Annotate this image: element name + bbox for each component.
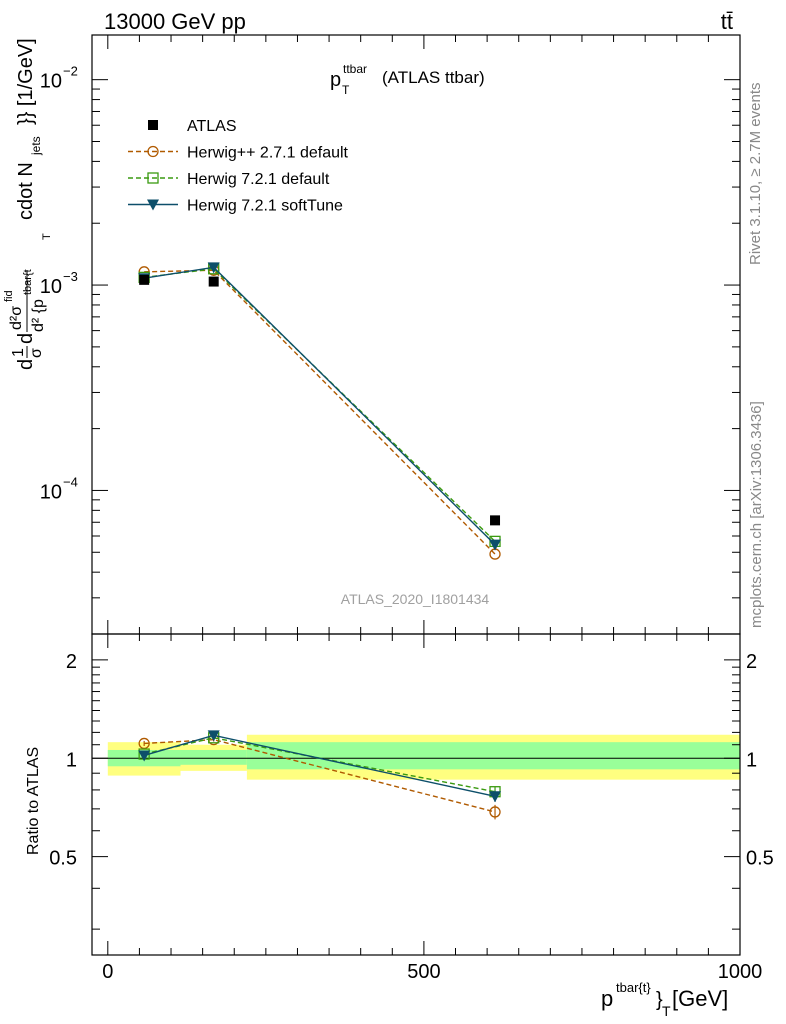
ratio-point-herwig-7-2-1-softtune bbox=[489, 791, 502, 803]
x-tick-label: 0 bbox=[102, 961, 113, 983]
plot-title: p ttbar T (ATLAS ttbar) bbox=[330, 62, 485, 97]
main-point-atlas bbox=[490, 515, 501, 526]
y-tick-label-main-exp: −2 bbox=[63, 64, 78, 79]
title-sub: T bbox=[342, 83, 350, 97]
ratio-point-herwig-7-2-1-softtune bbox=[207, 730, 220, 742]
svg-text:fid: fid bbox=[3, 290, 15, 302]
ratio-series bbox=[138, 730, 502, 820]
y-tick-label-main: 10 bbox=[40, 276, 62, 298]
axis-ticks bbox=[92, 35, 741, 955]
svg-text:T: T bbox=[662, 1003, 671, 1019]
svg-text:jets: jets bbox=[29, 136, 43, 156]
mcplots-label: mcplots.cern.ch [arXiv:1306.3436] bbox=[748, 401, 765, 628]
process-label: tt̄ bbox=[721, 9, 733, 34]
main-point-atlas bbox=[208, 276, 219, 287]
ratio-point-herwig-7-2-1-softtune bbox=[138, 750, 151, 762]
svg-text:d²σ: d²σ bbox=[8, 306, 25, 330]
legend: ATLAS Herwig++ 2.7.1 default Herwig 7.2.1 … bbox=[128, 118, 349, 215]
band-green-2 bbox=[246, 742, 740, 770]
main-point-atlas bbox=[139, 274, 150, 285]
svg-text:T: T bbox=[41, 233, 53, 240]
svg-text:tbar{t}: tbar{t} bbox=[616, 980, 651, 995]
y-tick-label-ratio-left: 2 bbox=[66, 651, 77, 673]
y-tick-label-main: 10 bbox=[40, 71, 62, 93]
svg-text:σ: σ bbox=[28, 348, 45, 358]
legend-marker bbox=[147, 199, 159, 211]
main-series bbox=[138, 262, 502, 560]
legend-marker bbox=[148, 120, 158, 130]
main-line-herwig-7-2-1-default bbox=[144, 268, 496, 542]
svg-text:d² {p: d² {p bbox=[30, 299, 47, 332]
main-y-axis-label: d 1 σ d d²σ fid d² {p tbar{t T cdot N je… bbox=[3, 38, 53, 370]
svg-text:[GeV]: [GeV] bbox=[672, 986, 728, 1011]
y-tick-label-ratio-right: 0.5 bbox=[746, 848, 774, 870]
analysis-watermark: ATLAS_2020_I1801434 bbox=[341, 591, 490, 607]
legend-label: Herwig 7.2.1 default bbox=[187, 171, 330, 188]
svg-text:d: d bbox=[15, 359, 37, 370]
rivet-label: Rivet 3.1.10, ≥ 2.7M events bbox=[747, 83, 764, 266]
title-sup: ttbar bbox=[343, 62, 367, 76]
ratio-uncertainty-bands bbox=[107, 734, 740, 780]
y-tick-label-ratio-left: 1 bbox=[66, 749, 77, 771]
y-tick-label-main-exp: −3 bbox=[63, 269, 78, 284]
x-axis-label: p tbar{t} } T [GeV] bbox=[601, 980, 728, 1019]
svg-text:}: } bbox=[656, 989, 663, 1011]
tick-labels: 10−410−310 −20.5 0.51 12 20 500 1000 bbox=[40, 64, 774, 983]
y-tick-label-main: 10 bbox=[40, 481, 62, 503]
y-tick-label-ratio-right: 2 bbox=[746, 651, 757, 673]
svg-text:1: 1 bbox=[10, 348, 27, 357]
title-main: p bbox=[330, 69, 341, 91]
x-tick-label: 1000 bbox=[718, 961, 763, 983]
y-tick-label-main-exp: −4 bbox=[63, 474, 78, 489]
legend-marker bbox=[147, 145, 159, 158]
ratio-plot-frame bbox=[91, 633, 741, 956]
legend-label: Herwig 7.2.1 softTune bbox=[187, 198, 343, 215]
main-point-herwig-7-2-1-softtune bbox=[207, 262, 220, 274]
main-line-herwig-7-2-1-softtune bbox=[144, 266, 496, 546]
main-point-herwig-7-2-1-softtune bbox=[489, 539, 502, 551]
svg-text:cdot N: cdot N bbox=[15, 162, 37, 220]
y-tick-label-ratio-left: 0.5 bbox=[49, 848, 77, 870]
ratio-y-axis-label: Ratio to ATLAS bbox=[25, 747, 42, 855]
ratio-point-herwig-2-7-1-default bbox=[489, 806, 501, 818]
legend-marker bbox=[147, 172, 159, 184]
y-tick-label-ratio-right: 1 bbox=[746, 749, 757, 771]
legend-label: ATLAS bbox=[187, 118, 237, 135]
svg-text:}} [1/GeV]: }} [1/GeV] bbox=[15, 38, 37, 125]
title-suffix: (ATLAS ttbar) bbox=[382, 68, 485, 87]
svg-text:p: p bbox=[601, 986, 613, 1011]
x-tick-label: 500 bbox=[407, 961, 440, 983]
svg-text:tbar{t: tbar{t bbox=[22, 269, 34, 295]
main-line-herwig-2-7-1-default bbox=[144, 269, 496, 555]
svg-text:d: d bbox=[15, 333, 37, 344]
band-green-1 bbox=[180, 749, 247, 765]
legend-label: Herwig++ 2.7.1 default bbox=[187, 145, 349, 162]
energy-label: 13000 GeV pp bbox=[104, 9, 246, 34]
